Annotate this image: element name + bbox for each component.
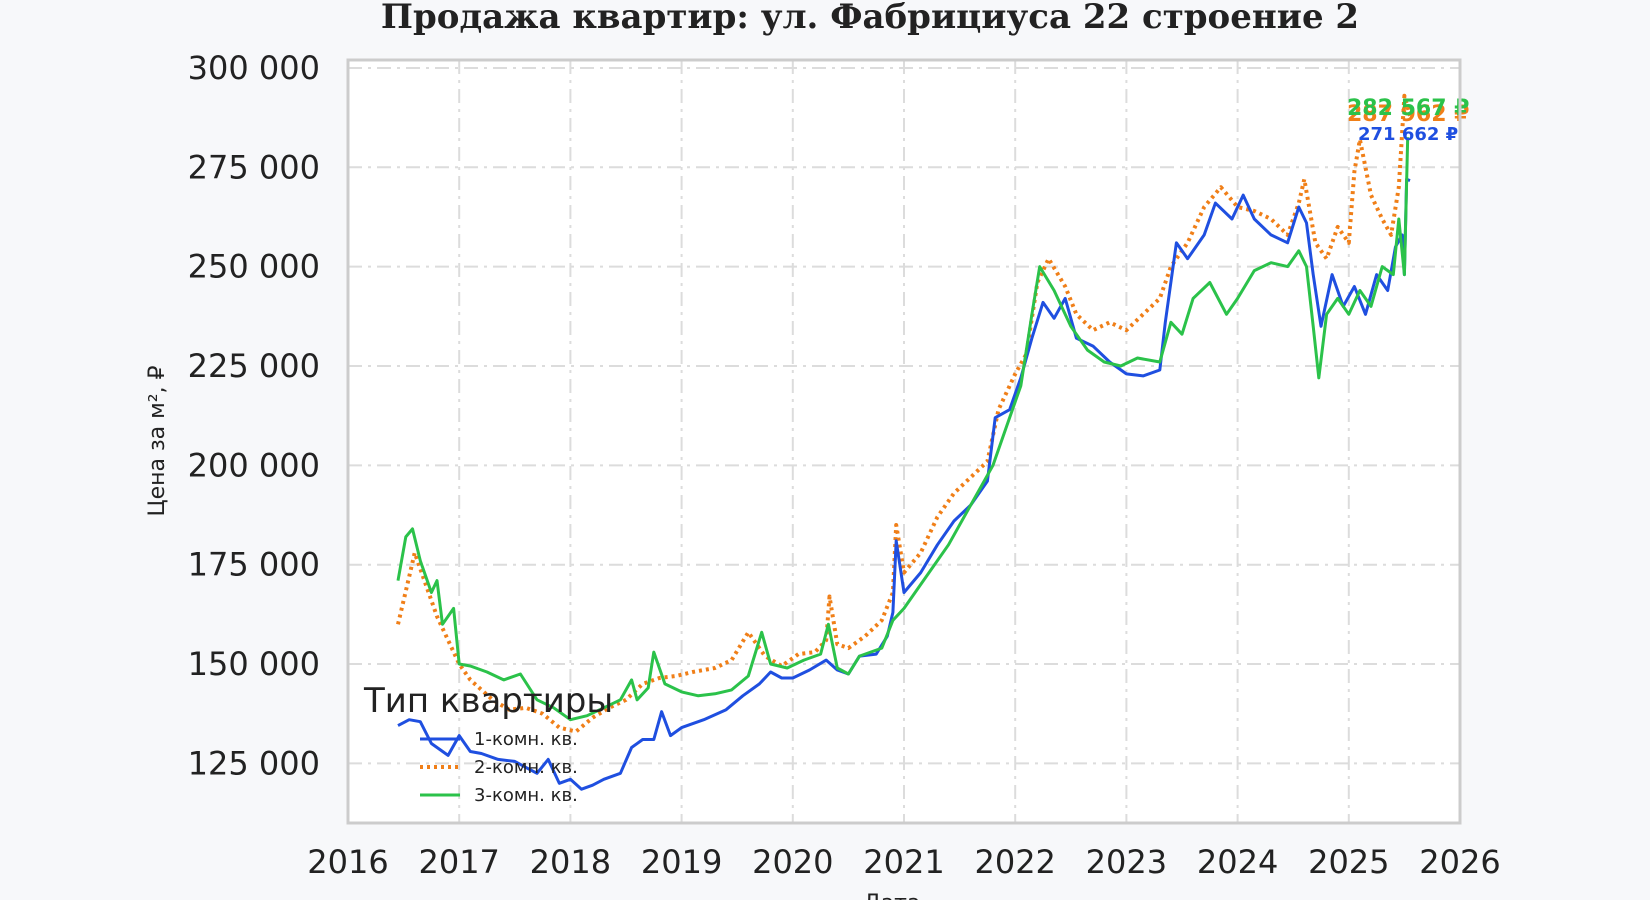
end-label-3: 282 567 ₽: [1347, 96, 1469, 121]
series-layer: [396, 93, 1412, 791]
x-tick-label: 2025: [1308, 843, 1389, 881]
end-label-1: 271 662 ₽: [1358, 124, 1458, 145]
series-line-1: [397, 177, 1411, 791]
x-tick-label: 2017: [418, 843, 499, 881]
legend-entry-2: 2-комн. кв.: [474, 757, 578, 778]
x-axis-label: Дата: [864, 891, 921, 900]
y-tick-label: 250 000: [188, 248, 320, 286]
end-labels: 287 962 ₽282 567 ₽ 271 662 ₽: [1347, 96, 1469, 145]
y-tick-label: 200 000: [188, 446, 320, 484]
x-tick-label: 2026: [1419, 843, 1500, 881]
y-axis-label: Цена за м², ₽: [145, 365, 170, 516]
x-tick-label: 2020: [752, 843, 833, 881]
x-tick-label: 2024: [1197, 843, 1278, 881]
legend: Тип квартиры 1-комн. кв. 2-комн. кв. 3-ком…: [363, 681, 613, 806]
legend-entry-1: 1-комн. кв.: [474, 729, 578, 750]
y-tick-label: 150 000: [188, 645, 320, 683]
y-tick-label: 175 000: [188, 546, 320, 584]
x-tick-label: 2021: [863, 843, 944, 881]
y-tick-label: 275 000: [188, 148, 320, 186]
x-tick-label: 2023: [1086, 843, 1167, 881]
end-label-2: 287 962 ₽: [1347, 102, 1469, 127]
x-tick-label: 2016: [307, 843, 388, 881]
x-tick-labels: 2016 2017 2018 2019 2020 2021 2022 2023 2024 2025…: [307, 843, 1500, 881]
y-tick-labels: 125 000 150 000 175 000 200 000 225 000 250 0…: [188, 49, 320, 782]
chart-title: Продажа квартир: ул. Фабрициуса 22 строе…: [381, 0, 1359, 37]
y-tick-label: 300 000: [188, 49, 320, 87]
series-line-3: [396, 137, 1410, 722]
legend-title: Тип квартиры: [363, 681, 613, 721]
plot-frame: [346, 58, 1462, 825]
x-tick-label: 2019: [641, 843, 722, 881]
y-tick-label: 125 000: [188, 744, 320, 782]
legend-entry-3: 3-комн. кв.: [474, 785, 578, 806]
x-tick-label: 2018: [530, 843, 611, 881]
x-tick-label: 2022: [974, 843, 1055, 881]
y-tick-label: 225 000: [188, 347, 320, 385]
